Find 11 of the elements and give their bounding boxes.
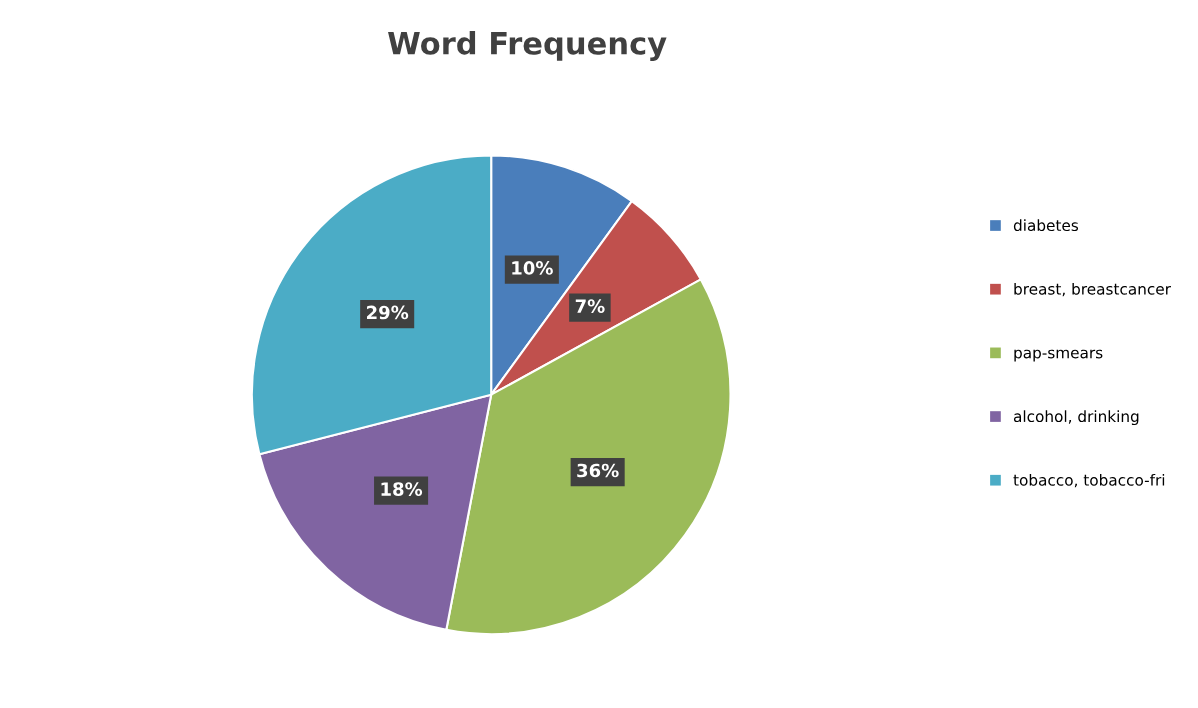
- data-label: 18%: [381, 482, 423, 496]
- legend-label: tobacco, tobacco-fri: [1013, 473, 1165, 488]
- data-label: 10%: [512, 261, 553, 275]
- data-label: 36%: [577, 463, 619, 478]
- data-label: 7%: [575, 299, 605, 313]
- data-label: 29%: [367, 305, 409, 320]
- chart-title: Word Frequency: [388, 31, 667, 61]
- legend-label: diabetes: [1013, 219, 1079, 232]
- legend-label: pap-smears: [1014, 349, 1103, 362]
- legend-label: breast, breastcancer: [1014, 282, 1171, 297]
- legend-label: alcohol, drinking: [1013, 410, 1139, 426]
